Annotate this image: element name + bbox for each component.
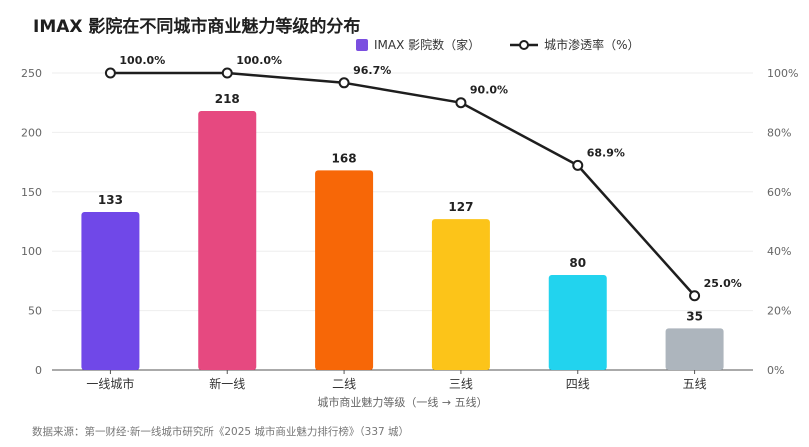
x-axis-title: 城市商业魅力等级（一线 → 五线）	[317, 395, 487, 409]
bar-5	[548, 274, 607, 370]
y2-tick-label: 80%	[767, 126, 791, 139]
line-value-label: 90.0%	[470, 84, 508, 97]
y-tick-label: 200	[21, 126, 42, 139]
line-value-label: 100.0%	[236, 54, 282, 67]
line-point-1	[104, 67, 116, 79]
penetration-line	[110, 71, 696, 297]
chart-title: IMAX 影院在不同城市商业魅力等级的分布	[33, 17, 361, 37]
y2-tick-label: 100%	[767, 67, 798, 80]
bar-6	[665, 328, 724, 370]
bar-3	[315, 170, 374, 370]
line-point-2	[221, 67, 233, 79]
y-tick-label: 150	[21, 186, 42, 199]
legend-line-label: 城市渗透率（%）	[544, 38, 640, 52]
y-tick-label: 100	[21, 245, 42, 258]
bar-value-label: 168	[332, 151, 357, 165]
y2-tick-label: 40%	[767, 245, 791, 258]
y-tick-label: 250	[21, 67, 42, 80]
y2-tick-label: 60%	[767, 186, 791, 199]
bar-2	[198, 111, 257, 371]
bar-value-label: 127	[448, 200, 473, 214]
y2-tick-label: 0%	[767, 364, 784, 377]
x-tick-label: 五线	[683, 377, 707, 391]
x-tick-label: 二线	[332, 377, 356, 391]
legend-item-bars[interactable]: IMAX 影院数（家）	[356, 36, 480, 53]
legend-item-line[interactable]: 城市渗透率（%）	[510, 36, 640, 53]
line-point-3	[338, 77, 350, 89]
line-point-6	[689, 290, 701, 302]
line-point-4	[455, 97, 467, 109]
legend-bar-swatch	[356, 38, 368, 51]
x-tick-label: 新一线	[209, 376, 245, 391]
line-value-label: 68.9%	[587, 146, 625, 159]
source-note: 数据来源：第一财经·新一线城市研究所《2025 城市商业魅力排行榜》（337 城…	[32, 426, 410, 438]
line-value-label: 25.0%	[704, 277, 742, 290]
legend-bar-label: IMAX 影院数（家）	[374, 38, 481, 52]
legend-line-swatch	[510, 39, 539, 50]
y-tick-label: 0	[35, 364, 42, 377]
bar-1	[81, 211, 140, 370]
bar-value-label: 35	[686, 309, 703, 323]
x-tick-label: 一线城市	[86, 376, 134, 391]
y2-tick-label: 20%	[767, 305, 791, 318]
bar-4	[431, 219, 490, 370]
bar-value-label: 218	[215, 92, 240, 106]
y-tick-label: 50	[28, 305, 42, 318]
x-tick-label: 四线	[566, 377, 590, 391]
bar-value-label: 133	[98, 193, 123, 207]
line-point-5	[572, 159, 584, 171]
line-value-label: 96.7%	[353, 64, 391, 77]
bar-value-label: 80	[569, 256, 586, 270]
chart-legend: IMAX 影院数（家） 城市渗透率（%）	[356, 36, 670, 53]
x-tick-label: 三线	[449, 377, 473, 391]
line-value-label: 100.0%	[119, 54, 165, 67]
